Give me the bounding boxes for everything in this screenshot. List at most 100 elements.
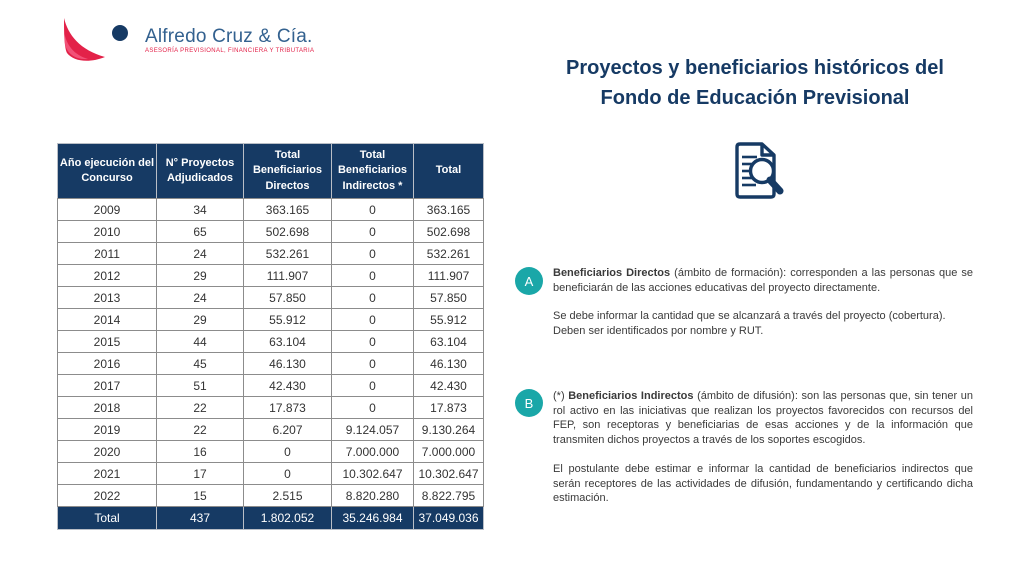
- table-cell: 2016: [57, 352, 157, 375]
- table-cell: 2.515: [243, 484, 332, 507]
- logo-dot: [112, 25, 128, 41]
- table-cell: 111.907: [243, 264, 332, 287]
- table-cell: 35.246.984: [331, 506, 414, 530]
- logo-company-name: Alfredo Cruz & Cía.: [145, 26, 313, 47]
- table-cell: 29: [156, 264, 244, 287]
- table-cell: 2014: [57, 308, 157, 331]
- column-header: Total: [413, 143, 484, 199]
- table-cell: 0: [331, 264, 414, 287]
- table-cell: 10.302.647: [331, 462, 414, 485]
- table-cell: 502.698: [413, 220, 484, 243]
- page-title-line2: Fondo de Educación Previsional: [600, 87, 910, 109]
- table-cell: 111.907: [413, 264, 484, 287]
- table-cell: 45: [156, 352, 244, 375]
- annotation-b-paragraph-1: (*) Beneficiarios Indirectos (ámbito de …: [553, 389, 973, 448]
- column-header: Total Beneficiarios Indirectos *: [331, 143, 414, 199]
- historical-projects-table: Año ejecución del Concurso N° Proyectos A…: [57, 143, 484, 530]
- table-row: 2022 15 2.515 8.820.280 8.822.795: [57, 484, 484, 507]
- annotation-b-paragraph-2: El postulante debe estimar e informar la…: [553, 462, 973, 505]
- table-row: 2012 29 111.907 0 111.907: [57, 264, 484, 287]
- table-cell: 55.912: [413, 308, 484, 331]
- table-cell: 0: [331, 330, 414, 353]
- column-header: N° Proyectos Adjudicados: [156, 143, 244, 199]
- table-cell: 57.850: [243, 286, 332, 309]
- table-cell: 2010: [57, 220, 157, 243]
- column-header: Año ejecución del Concurso: [57, 143, 157, 199]
- table-cell: 44: [156, 330, 244, 353]
- table-cell: 51: [156, 374, 244, 397]
- table-row: 2017 51 42.430 0 42.430: [57, 374, 484, 397]
- table-cell: 2015: [57, 330, 157, 353]
- table-row: 2010 65 502.698 0 502.698: [57, 220, 484, 243]
- table-cell: 2013: [57, 286, 157, 309]
- table-cell: 22: [156, 418, 244, 441]
- table-cell: 16: [156, 440, 244, 463]
- annotation-b-text: (*) Beneficiarios Indirectos (ámbito de …: [553, 389, 973, 506]
- table-cell: 17.873: [413, 396, 484, 419]
- table-row: 2020 16 0 7.000.000 7.000.000: [57, 440, 484, 463]
- table-cell: 37.049.036: [413, 506, 484, 530]
- table-cell: 9.124.057: [331, 418, 414, 441]
- table-cell: 42.430: [243, 374, 332, 397]
- annotation-b-badge: B: [515, 389, 543, 417]
- logo-swoosh-icon: [64, 18, 128, 61]
- annotation-b-prefix: (*): [553, 390, 569, 402]
- table-cell: 0: [243, 440, 332, 463]
- table-cell: 0: [331, 220, 414, 243]
- table-cell: 437: [156, 506, 244, 530]
- table-row: 2018 22 17.873 0 17.873: [57, 396, 484, 419]
- table-cell: 2011: [57, 242, 157, 265]
- table-cell: 42.430: [413, 374, 484, 397]
- column-header: Total Beneficiarios Directos: [243, 143, 332, 199]
- table-cell: 8.822.795: [413, 484, 484, 507]
- table-cell: 6.207: [243, 418, 332, 441]
- document-search-icon: [735, 142, 784, 199]
- table-header: Año ejecución del Concurso N° Proyectos A…: [57, 143, 484, 199]
- table-cell: 55.912: [243, 308, 332, 331]
- annotation-b-paragraph-1-rest: (ámbito de difusión): son las personas q…: [553, 390, 973, 447]
- table-header-row: Año ejecución del Concurso N° Proyectos A…: [57, 143, 484, 199]
- table-cell: 0: [331, 396, 414, 419]
- table-cell: Total: [57, 506, 157, 530]
- table-cell: 0: [243, 462, 332, 485]
- table-cell: 7.000.000: [413, 440, 484, 463]
- table-cell: 24: [156, 286, 244, 309]
- annotation-a-paragraph-1: Beneficiarios Directos (ámbito de formac…: [553, 266, 973, 295]
- annotation-a-paragraph-1-rest: (ámbito de formación): corresponden a la…: [553, 267, 974, 294]
- table-row: 2013 24 57.850 0 57.850: [57, 286, 484, 309]
- table-cell: 532.261: [243, 242, 332, 265]
- table-cell: 7.000.000: [331, 440, 414, 463]
- table-cell: 8.820.280: [331, 484, 414, 507]
- table-cell: 0: [331, 374, 414, 397]
- page-title: Proyectos y beneficiarios históricos del…: [518, 53, 992, 113]
- table-body: 2009 34 363.165 0 363.165 2010 65 502.698 0 502.6…: [57, 198, 484, 530]
- table-cell: 34: [156, 198, 244, 221]
- table-row: 2019 22 6.207 9.124.057 9.130.264: [57, 418, 484, 441]
- logo-tagline: ASESORÍA PREVISIONAL, FINANCIERA Y TRIBU…: [145, 48, 315, 54]
- table-cell: 363.165: [243, 198, 332, 221]
- table-cell: 532.261: [413, 242, 484, 265]
- table-cell: 502.698: [243, 220, 332, 243]
- table-row: 2015 44 63.104 0 63.104: [57, 330, 484, 353]
- table-cell: 0: [331, 352, 414, 375]
- table-cell: 57.850: [413, 286, 484, 309]
- annotation-a-badge: A: [515, 267, 543, 295]
- table-cell: 46.130: [243, 352, 332, 375]
- table-cell: 15: [156, 484, 244, 507]
- annotation-a-paragraph-2: Se debe informar la cantidad que se alca…: [553, 309, 973, 338]
- table-cell: 65: [156, 220, 244, 243]
- table-cell: 46.130: [413, 352, 484, 375]
- table-row: 2014 29 55.912 0 55.912: [57, 308, 484, 331]
- table-row: 2011 24 532.261 0 532.261: [57, 242, 484, 265]
- table-cell: 22: [156, 396, 244, 419]
- annotation-a-line-2: Deben ser identificados por nombre y RUT…: [553, 325, 764, 338]
- table-row: 2009 34 363.165 0 363.165: [57, 198, 484, 221]
- table-cell: 0: [331, 286, 414, 309]
- page-title-line1: Proyectos y beneficiarios históricos del: [566, 57, 944, 79]
- table-cell: 1.802.052: [243, 506, 332, 530]
- table-cell: 2020: [57, 440, 157, 463]
- table-cell: 2019: [57, 418, 157, 441]
- table-row: 2016 45 46.130 0 46.130: [57, 352, 484, 375]
- table-cell: 2017: [57, 374, 157, 397]
